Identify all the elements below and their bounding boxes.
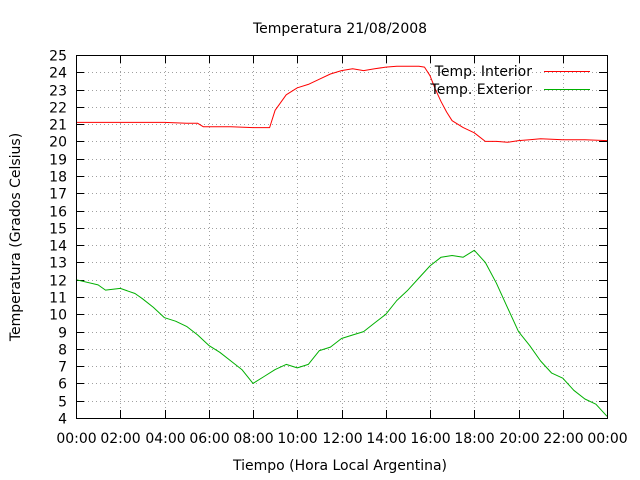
y-tick-label: 11 — [49, 291, 67, 307]
x-tick-label: 08:00 — [233, 431, 273, 447]
y-tick-label: 19 — [49, 153, 67, 169]
grid — [76, 55, 607, 418]
axis-ticks — [76, 55, 608, 419]
x-tick-label: 00:00 — [56, 431, 96, 447]
y-tick-label: 25 — [49, 49, 67, 65]
plot-series — [75, 65, 608, 417]
y-tick-label: 4 — [58, 412, 67, 428]
y-tick-label: 21 — [49, 118, 67, 134]
legend-label-interior: Temp. Interior — [434, 64, 533, 80]
legend-label-exterior: Temp. Exterior — [430, 82, 533, 98]
y-tick-label: 24 — [49, 66, 67, 82]
legend: Temp. Interior Temp. Exterior — [430, 64, 590, 98]
y-tick-label: 18 — [49, 170, 67, 186]
y-tick-label: 15 — [49, 222, 67, 238]
x-tick-label: 02:00 — [100, 431, 140, 447]
y-tick-label: 8 — [58, 343, 67, 359]
x-axis-label: Tiempo (Hora Local Argentina) — [232, 458, 447, 474]
x-tick-label: 20:00 — [499, 431, 539, 447]
y-tick-label: 12 — [49, 274, 67, 290]
x-tick-label: 10:00 — [277, 431, 317, 447]
x-tick-label: 04:00 — [145, 431, 185, 447]
y-tick-label: 14 — [49, 239, 67, 255]
x-tick-labels: 00:00 02:00 04:00 06:00 08:00 10:00 12:00 14:00… — [56, 431, 627, 447]
y-tick-label: 10 — [49, 308, 67, 324]
x-tick-label: 22:00 — [543, 431, 583, 447]
y-tick-label: 5 — [58, 395, 67, 411]
chart-title: Temperatura 21/08/2008 — [252, 21, 427, 37]
x-tick-label: 14:00 — [366, 431, 406, 447]
y-tick-label: 22 — [49, 101, 67, 117]
y-tick-label: 16 — [49, 205, 67, 221]
y-tick-label: 17 — [49, 187, 67, 203]
y-tick-label: 20 — [49, 135, 67, 151]
x-tick-label: 18:00 — [454, 431, 494, 447]
series-line-exterior — [75, 249, 608, 417]
y-tick-label: 23 — [49, 84, 67, 100]
y-tick-label: 7 — [58, 360, 67, 376]
x-tick-label: 16:00 — [410, 431, 450, 447]
x-tick-label: 00:00 — [587, 431, 627, 447]
x-tick-label: 06:00 — [189, 431, 229, 447]
y-tick-label: 9 — [58, 326, 67, 342]
y-axis-label: Temperatura (Grados Celsius) — [8, 133, 24, 342]
y-tick-label: 13 — [49, 256, 67, 272]
plot-frame — [76, 55, 608, 419]
y-tick-label: 6 — [58, 377, 67, 393]
series-line-interior — [76, 65, 608, 143]
x-tick-label: 12:00 — [322, 431, 362, 447]
